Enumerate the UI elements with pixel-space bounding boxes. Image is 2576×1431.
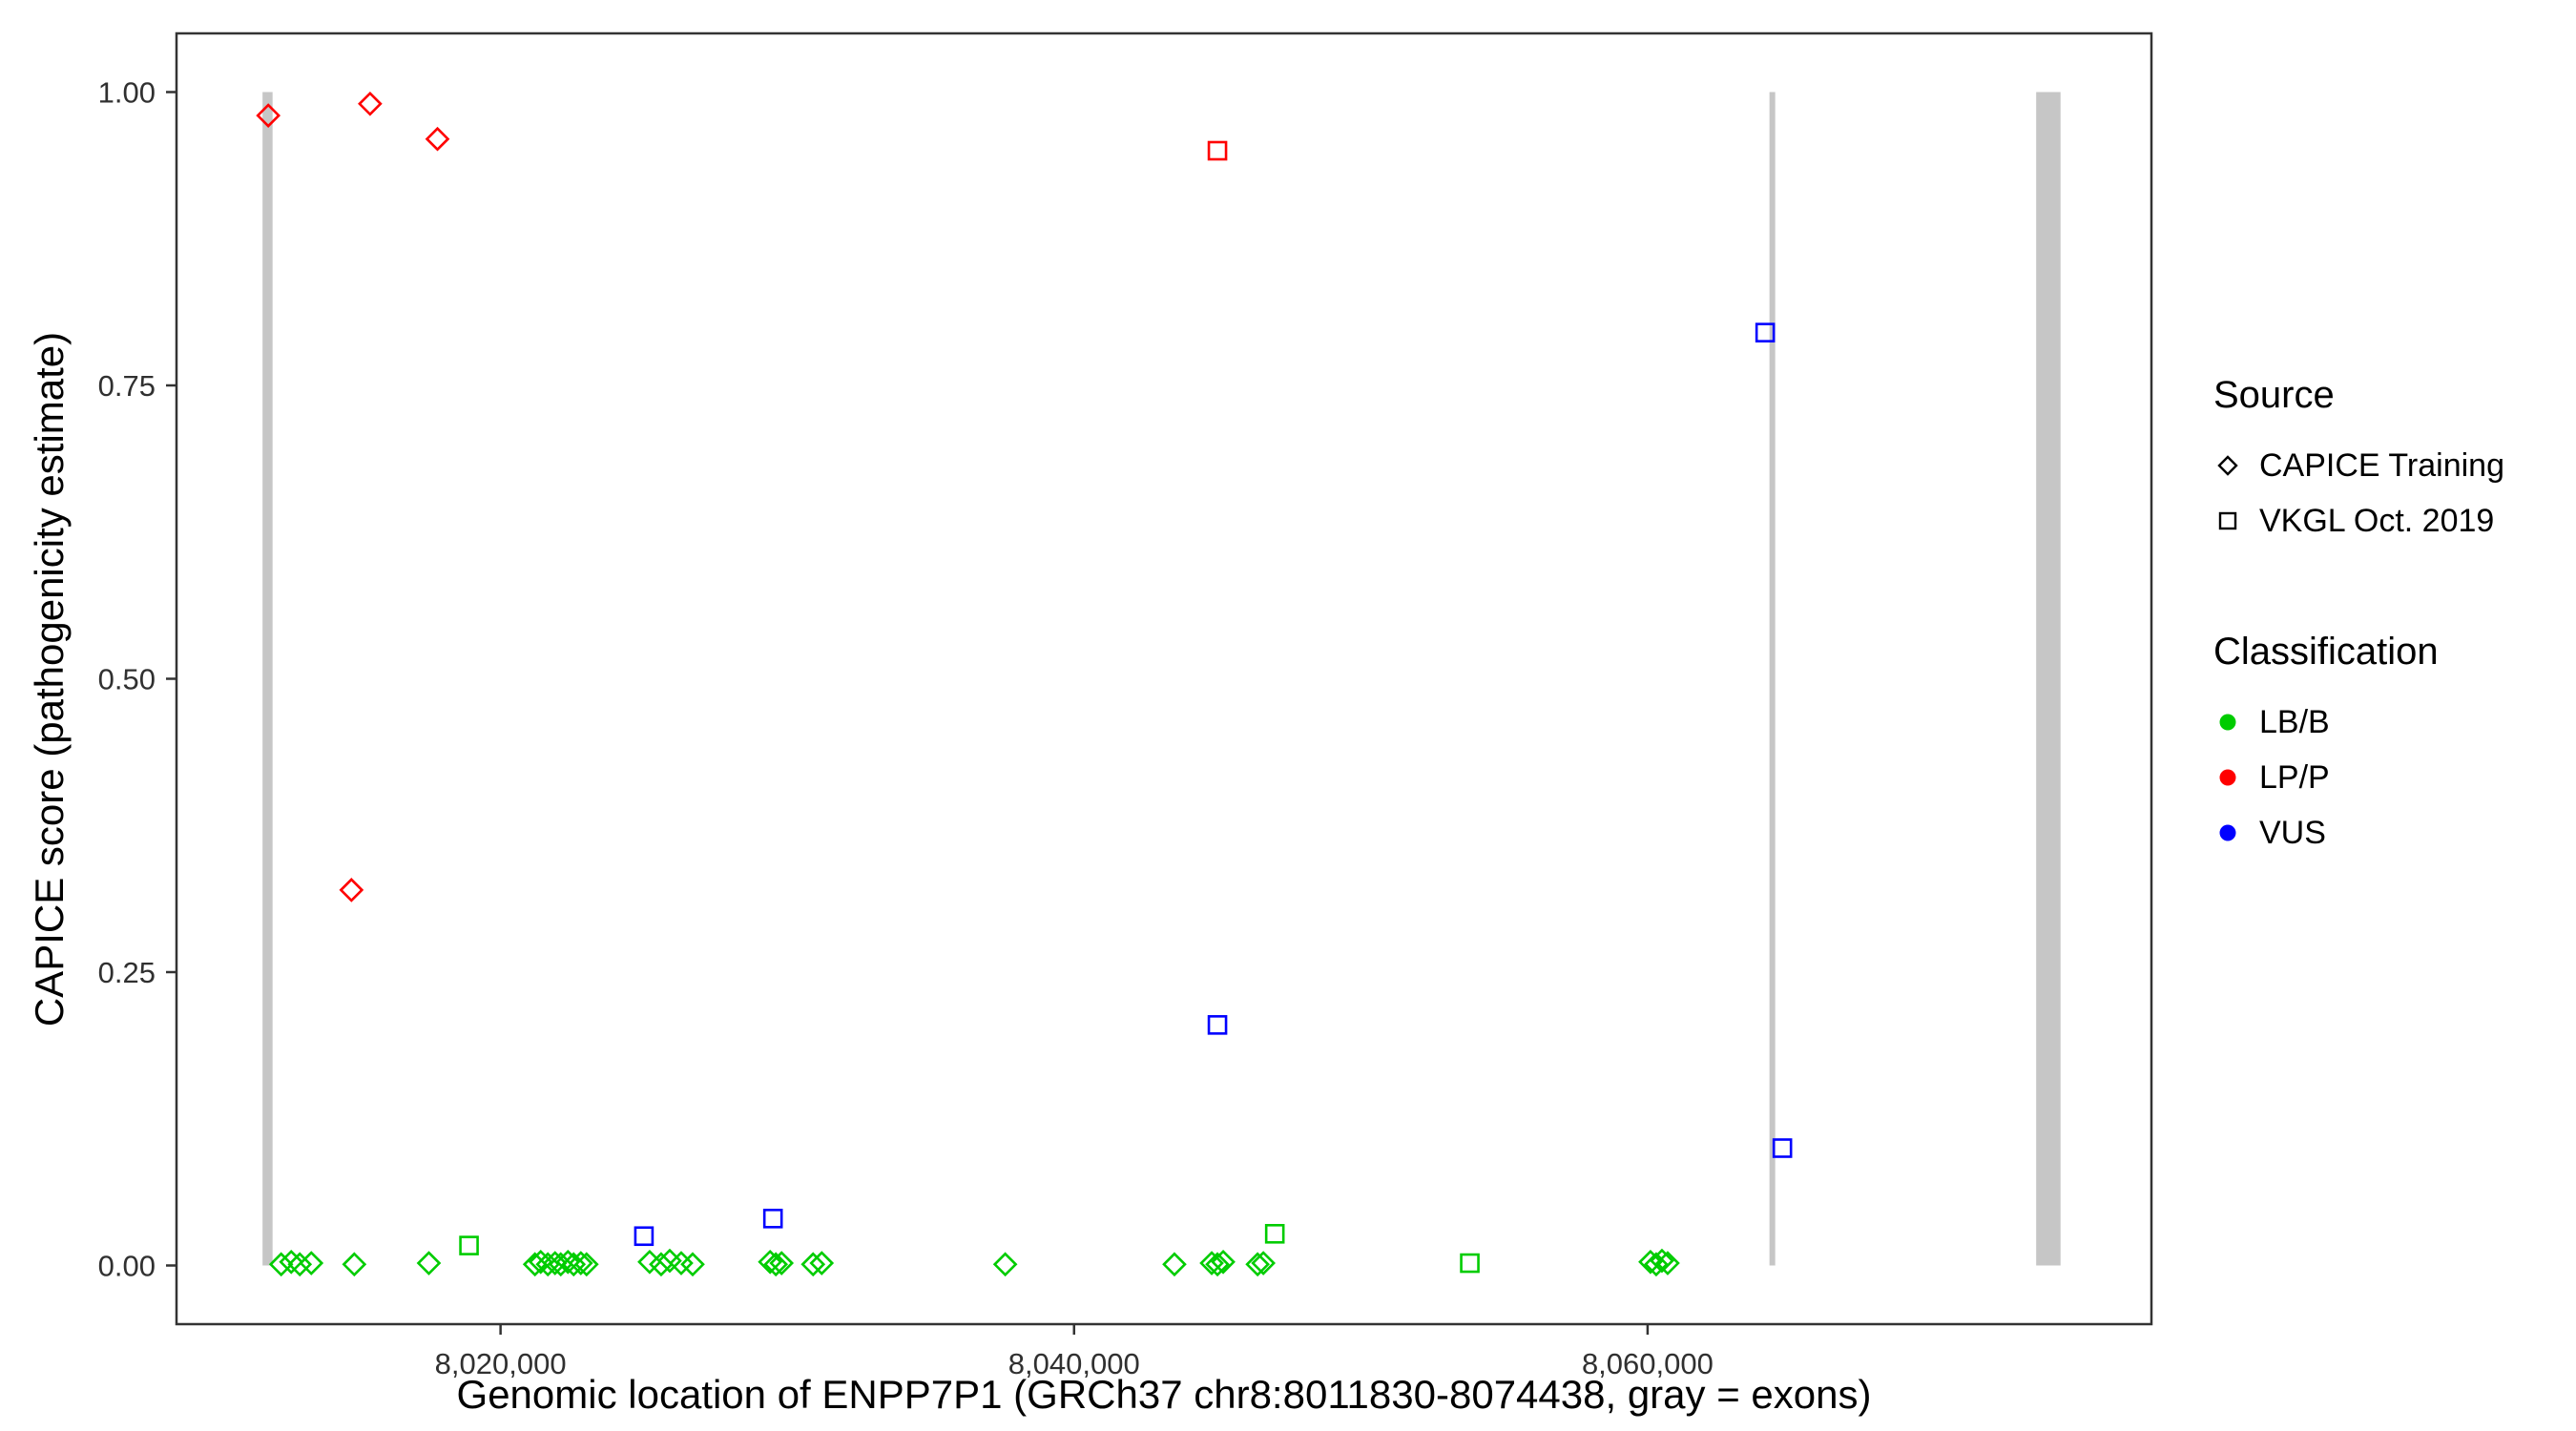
legend-classification-title: Classification: [2213, 631, 2439, 673]
data-point-diamond: [769, 1251, 795, 1275]
data-point-diamond: [1205, 1252, 1230, 1277]
y-tick-label: 1.00: [98, 76, 156, 110]
data-point-diamond: [680, 1252, 705, 1277]
data-point-diamond: [416, 1251, 442, 1275]
data-point-diamond: [1251, 1251, 1276, 1275]
legend-item-capice-training: CAPICE Training: [2213, 438, 2504, 493]
legend-item-lpp: LP/P: [2213, 750, 2504, 805]
panel-border: [175, 31, 2153, 1326]
legend-item-label: LB/B: [2259, 703, 2330, 740]
legend-item-vus: VUS: [2213, 805, 2504, 861]
x-tick-label: 8,040,000: [1008, 1347, 1140, 1380]
data-point-diamond: [279, 1249, 304, 1275]
legend-group-source: Source CAPICE Training VKGL Oct. 2019: [2213, 374, 2504, 549]
data-point-square: [1264, 1223, 1285, 1244]
data-point-diamond: [1211, 1249, 1236, 1275]
data-point-diamond: [339, 878, 364, 902]
data-point-square: [1207, 140, 1228, 161]
data-point-diamond: [542, 1251, 568, 1275]
legend-item-label: LP/P: [2259, 758, 2330, 796]
data-point-diamond: [1644, 1252, 1669, 1277]
data-point-diamond: [1638, 1249, 1663, 1275]
diamond-icon: [2217, 455, 2238, 476]
legend-item-label: CAPICE Training: [2259, 446, 2504, 484]
x-axis-title: Genomic location of ENPP7P1 (GRCh37 chr8…: [456, 1372, 1872, 1417]
square-icon: [2218, 511, 2237, 530]
y-axis-title: CAPICE score (pathogenicity estimate): [27, 331, 72, 1027]
data-point-diamond: [809, 1251, 835, 1275]
data-point-diamond: [573, 1252, 599, 1277]
data-point-diamond: [649, 1252, 674, 1277]
exon-bar: [1769, 92, 1776, 1266]
data-point-square: [459, 1235, 479, 1255]
exon-bar: [262, 92, 273, 1266]
legend-source-title: Source: [2213, 374, 2335, 416]
data-point-diamond: [763, 1252, 789, 1277]
dot-icon-lbb: [2219, 714, 2236, 731]
data-point-square: [1207, 1015, 1228, 1035]
data-point-diamond: [1162, 1252, 1187, 1277]
data-point-diamond: [256, 103, 281, 128]
data-point-square: [1460, 1253, 1480, 1274]
x-tick-label: 8,020,000: [435, 1347, 567, 1380]
data-point-square: [634, 1226, 654, 1247]
legend-item-vkgl: VKGL Oct. 2019: [2213, 493, 2504, 549]
data-point-diamond: [1655, 1251, 1680, 1275]
y-tick-label: 0.75: [98, 369, 156, 403]
data-point-diamond: [1245, 1252, 1270, 1277]
dot-icon-vus: [2219, 824, 2236, 841]
data-point-diamond: [800, 1252, 826, 1277]
data-point-diamond: [358, 91, 383, 116]
data-point-diamond: [992, 1252, 1018, 1277]
legend: Source CAPICE Training VKGL Oct. 2019 Cl…: [2213, 374, 2504, 943]
legend-item-label: VKGL Oct. 2019: [2259, 502, 2495, 539]
legend-group-classification: Classification LB/B LP/P VUS: [2213, 631, 2504, 861]
data-point-square: [1755, 322, 1776, 342]
x-tick-label: 8,060,000: [1582, 1347, 1714, 1380]
data-point-diamond: [1650, 1248, 1674, 1274]
dot-icon-lpp: [2219, 769, 2236, 786]
exon-bar: [2036, 92, 2061, 1266]
data-point-square: [1772, 1138, 1793, 1158]
data-point-square: [762, 1209, 783, 1229]
data-point-diamond: [342, 1252, 367, 1277]
y-tick-label: 0.25: [98, 956, 156, 989]
legend-item-lbb: LB/B: [2213, 695, 2504, 750]
data-point-diamond: [568, 1251, 593, 1275]
data-point-diamond: [299, 1251, 324, 1275]
data-point-diamond: [287, 1252, 313, 1277]
y-tick-label: 0.00: [98, 1250, 156, 1283]
data-point-diamond: [1199, 1251, 1224, 1275]
data-point-diamond: [268, 1252, 294, 1277]
legend-item-label: VUS: [2259, 814, 2326, 851]
data-point-diamond: [425, 126, 450, 152]
y-tick-label: 0.50: [98, 663, 156, 696]
